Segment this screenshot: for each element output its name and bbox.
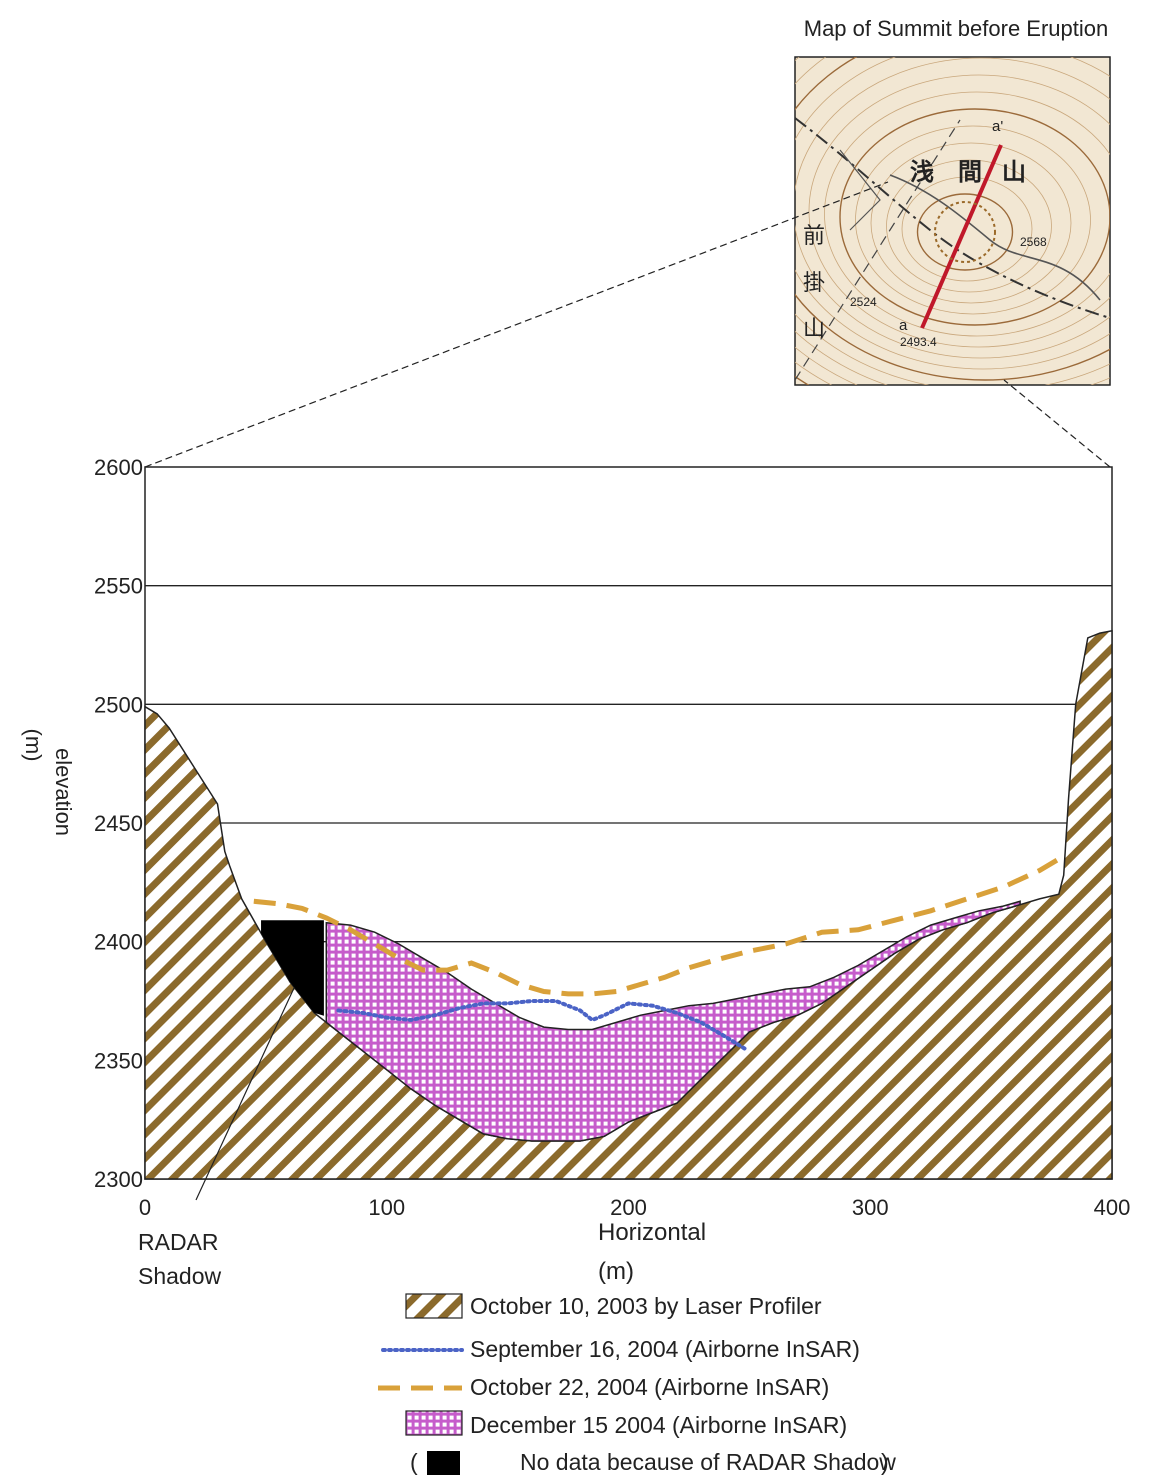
legend-paren-open: ( xyxy=(410,1449,418,1475)
x-tick-100: 100 xyxy=(368,1195,405,1220)
connector-line-left xyxy=(144,181,889,468)
kanji-maekake-2: 掛 xyxy=(803,270,825,295)
y-tick-2400: 2400 xyxy=(94,930,143,955)
x-tick-400: 400 xyxy=(1094,1195,1131,1220)
legend-label-no-data: No data because of RADAR Shadow xyxy=(520,1449,896,1475)
x-axis-ticks: 0 100 200 300 400 xyxy=(139,1195,1130,1220)
kanji-asama-3: 山 xyxy=(1002,159,1026,186)
spot-height-2524: 2524 xyxy=(850,295,877,309)
spot-height-2493: 2493.4 xyxy=(900,335,937,349)
legend-label-oct-10-2003: October 10, 2003 by Laser Profiler xyxy=(470,1293,822,1319)
legend-paren-close: ) xyxy=(881,1449,889,1475)
x-tick-0: 0 xyxy=(139,1195,151,1220)
connector-line-right xyxy=(1003,379,1111,468)
contour-line xyxy=(795,57,1110,359)
legend: October 10, 2003 by Laser Profiler Septe… xyxy=(378,1293,896,1475)
contour-line xyxy=(808,74,1110,348)
y-tick-2450: 2450 xyxy=(94,811,143,836)
point-a-label: a xyxy=(899,317,908,334)
legend-item-dec-15-2004: December 15 2004 (Airborne InSAR) xyxy=(405,1410,847,1438)
legend-label-oct-22-2004: October 22, 2004 (Airborne InSAR) xyxy=(470,1374,829,1400)
summit-map-inset: a' a 浅 間 山 前 掛 山 2568 2524 2493.4 xyxy=(794,56,1111,386)
kanji-maekake-1: 前 xyxy=(803,223,825,248)
plot-area: 2300 2350 2400 2450 2500 2550 2600 0 100 200 300 4… xyxy=(94,455,1130,1220)
contour-line xyxy=(870,142,1072,304)
contour-lines xyxy=(795,57,1110,385)
radar-shadow-pointer xyxy=(195,987,295,1201)
contour-line xyxy=(839,108,1110,326)
profile-line-a-a-prime xyxy=(920,144,1003,329)
legend-swatch-grid xyxy=(405,1410,463,1436)
y-axis-title: elevation xyxy=(51,748,76,836)
kanji-asama-2: 間 xyxy=(958,159,982,186)
legend-item-oct-22-2004: October 22, 2004 (Airborne InSAR) xyxy=(378,1374,829,1400)
kanji-asama-1: 浅 xyxy=(910,159,934,186)
series-dec-15-2004-area xyxy=(325,900,1021,1142)
y-tick-2550: 2550 xyxy=(94,574,143,599)
contour-line xyxy=(795,57,1110,370)
legend-item-no-data: ( No data because of RADAR Shadow ) xyxy=(410,1449,896,1475)
radar-shadow-label-line1: RADAR xyxy=(138,1229,219,1255)
radar-shadow-no-data xyxy=(261,920,324,1016)
contour-line xyxy=(855,125,1091,315)
series-sep-16-2004-line xyxy=(336,999,747,1051)
contour-line xyxy=(901,176,1033,282)
legend-label-sep-16-2004: September 16, 2004 (Airborne InSAR) xyxy=(470,1336,860,1362)
map-boundary-lines xyxy=(795,117,1110,381)
radar-shadow-label-line2: Shadow xyxy=(138,1263,222,1289)
legend-item-oct-10-2003: October 10, 2003 by Laser Profiler xyxy=(405,1293,822,1319)
x-axis-unit: (m) xyxy=(598,1258,634,1285)
spot-height-2568: 2568 xyxy=(1020,235,1047,249)
y-tick-2500: 2500 xyxy=(94,692,143,717)
legend-label-dec-15-2004: December 15 2004 (Airborne InSAR) xyxy=(470,1412,847,1438)
x-tick-300: 300 xyxy=(852,1195,889,1220)
y-tick-2350: 2350 xyxy=(94,1048,143,1073)
contour-line xyxy=(916,193,1014,271)
kanji-maekake-3: 山 xyxy=(803,316,825,341)
x-axis-title: Horizontal xyxy=(598,1219,706,1246)
legend-item-sep-16-2004: September 16, 2004 (Airborne InSAR) xyxy=(381,1336,860,1362)
legend-swatch-black xyxy=(427,1451,460,1475)
y-axis-ticks: 2300 2350 2400 2450 2500 2550 2600 xyxy=(94,455,143,1192)
point-a-prime-label: a' xyxy=(992,118,1003,135)
contour-line xyxy=(886,159,1052,293)
y-axis-unit: (m) xyxy=(21,729,46,762)
series-oct-22-2004-line xyxy=(253,854,1065,997)
inset-title: Map of Summit before Eruption xyxy=(804,16,1108,41)
crater-marker xyxy=(934,201,996,263)
y-tick-2600: 2600 xyxy=(94,455,143,480)
contour-line xyxy=(824,91,1110,337)
x-tick-200: 200 xyxy=(610,1195,647,1220)
contour-line xyxy=(795,57,1110,381)
legend-swatch-hatch xyxy=(405,1293,463,1319)
y-tick-2300: 2300 xyxy=(94,1167,143,1192)
